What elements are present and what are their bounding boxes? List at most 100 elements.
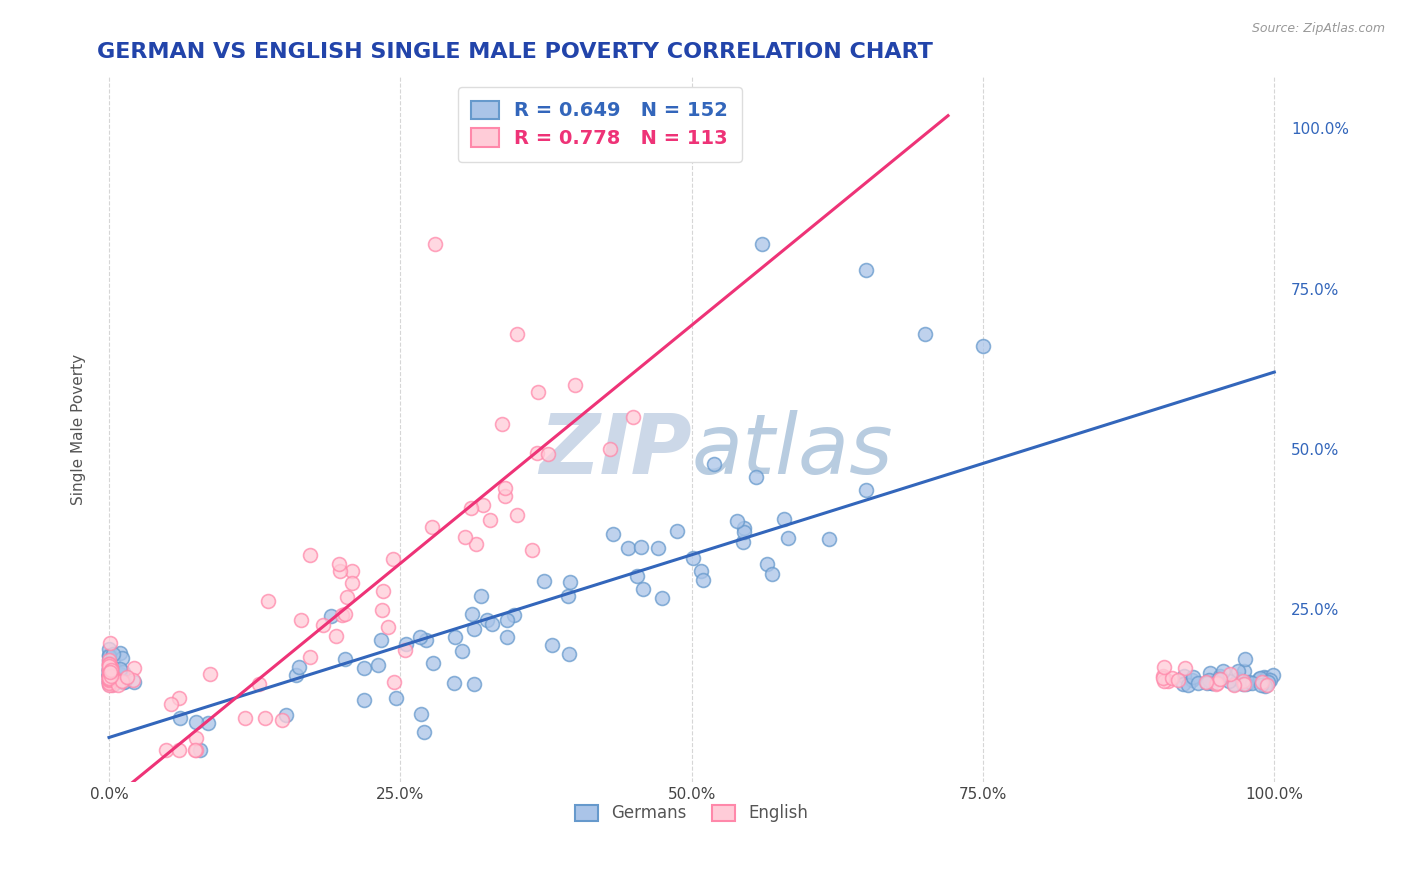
Point xyxy=(682,551,704,566)
Point xyxy=(98,667,121,681)
Point xyxy=(98,664,121,678)
Point xyxy=(98,657,121,672)
Point xyxy=(1208,672,1230,686)
Point xyxy=(409,707,432,722)
Point xyxy=(491,417,513,431)
Point xyxy=(1201,676,1223,690)
Point xyxy=(460,501,482,516)
Point xyxy=(103,647,125,661)
Point xyxy=(98,676,121,690)
Point xyxy=(274,707,297,722)
Point xyxy=(1201,676,1223,690)
Point xyxy=(1152,669,1174,683)
Point xyxy=(626,569,648,583)
Point xyxy=(761,566,783,581)
Point xyxy=(319,608,342,623)
Point xyxy=(342,575,364,590)
Point xyxy=(1209,672,1232,686)
Point xyxy=(412,725,434,739)
Point xyxy=(290,613,312,627)
Point xyxy=(98,663,121,677)
Point xyxy=(100,670,122,684)
Point xyxy=(103,677,125,691)
Point xyxy=(382,674,405,689)
Point xyxy=(733,521,755,535)
Point xyxy=(495,489,517,503)
Point xyxy=(103,676,125,690)
Point xyxy=(425,236,447,251)
Point xyxy=(98,675,121,690)
Point xyxy=(495,613,517,627)
Point xyxy=(533,574,555,588)
Point xyxy=(536,447,558,461)
Point xyxy=(285,667,308,681)
Point xyxy=(477,613,499,627)
Point xyxy=(98,671,121,685)
Legend: Germans, English: Germans, English xyxy=(564,793,820,834)
Point xyxy=(353,661,375,675)
Point xyxy=(333,607,356,621)
Point xyxy=(188,743,211,757)
Point xyxy=(1258,673,1281,687)
Point xyxy=(370,632,392,647)
Point xyxy=(395,638,418,652)
Point xyxy=(1205,676,1227,690)
Point xyxy=(1234,677,1257,691)
Point xyxy=(470,589,492,603)
Point xyxy=(1250,678,1272,692)
Point xyxy=(98,677,121,691)
Point xyxy=(972,339,994,353)
Point xyxy=(560,574,582,589)
Point xyxy=(98,657,121,672)
Point xyxy=(1212,664,1234,678)
Point xyxy=(733,524,755,539)
Point xyxy=(98,659,121,673)
Point xyxy=(336,590,359,604)
Point xyxy=(1167,673,1189,687)
Point xyxy=(98,672,121,686)
Point xyxy=(377,619,399,633)
Point xyxy=(1251,675,1274,690)
Point xyxy=(111,665,134,680)
Point xyxy=(617,541,640,555)
Point xyxy=(98,657,121,672)
Text: atlas: atlas xyxy=(692,410,893,491)
Point xyxy=(329,565,352,579)
Point xyxy=(1233,652,1256,666)
Point xyxy=(124,674,146,689)
Point xyxy=(233,711,256,725)
Point xyxy=(101,668,124,682)
Point xyxy=(1219,667,1241,681)
Point xyxy=(169,743,191,757)
Point xyxy=(1194,675,1216,690)
Point xyxy=(115,670,138,684)
Point xyxy=(100,661,122,675)
Point xyxy=(287,660,309,674)
Point xyxy=(1227,673,1250,687)
Point xyxy=(98,669,121,683)
Point xyxy=(98,678,121,692)
Point xyxy=(526,446,548,460)
Point xyxy=(98,668,121,682)
Point xyxy=(647,541,669,556)
Point xyxy=(1171,677,1194,691)
Point xyxy=(621,409,644,424)
Point xyxy=(1232,674,1254,689)
Point xyxy=(256,594,278,608)
Point xyxy=(98,671,121,685)
Point xyxy=(98,642,121,657)
Point xyxy=(463,677,485,691)
Point xyxy=(184,743,207,757)
Point xyxy=(98,671,121,685)
Point xyxy=(1174,661,1197,675)
Point xyxy=(703,457,725,471)
Point xyxy=(98,671,121,685)
Point xyxy=(299,649,322,664)
Point xyxy=(1177,678,1199,692)
Point xyxy=(98,674,121,689)
Point xyxy=(1173,669,1195,683)
Point xyxy=(373,584,395,599)
Point xyxy=(100,663,122,677)
Point xyxy=(1256,671,1278,685)
Point xyxy=(340,564,363,578)
